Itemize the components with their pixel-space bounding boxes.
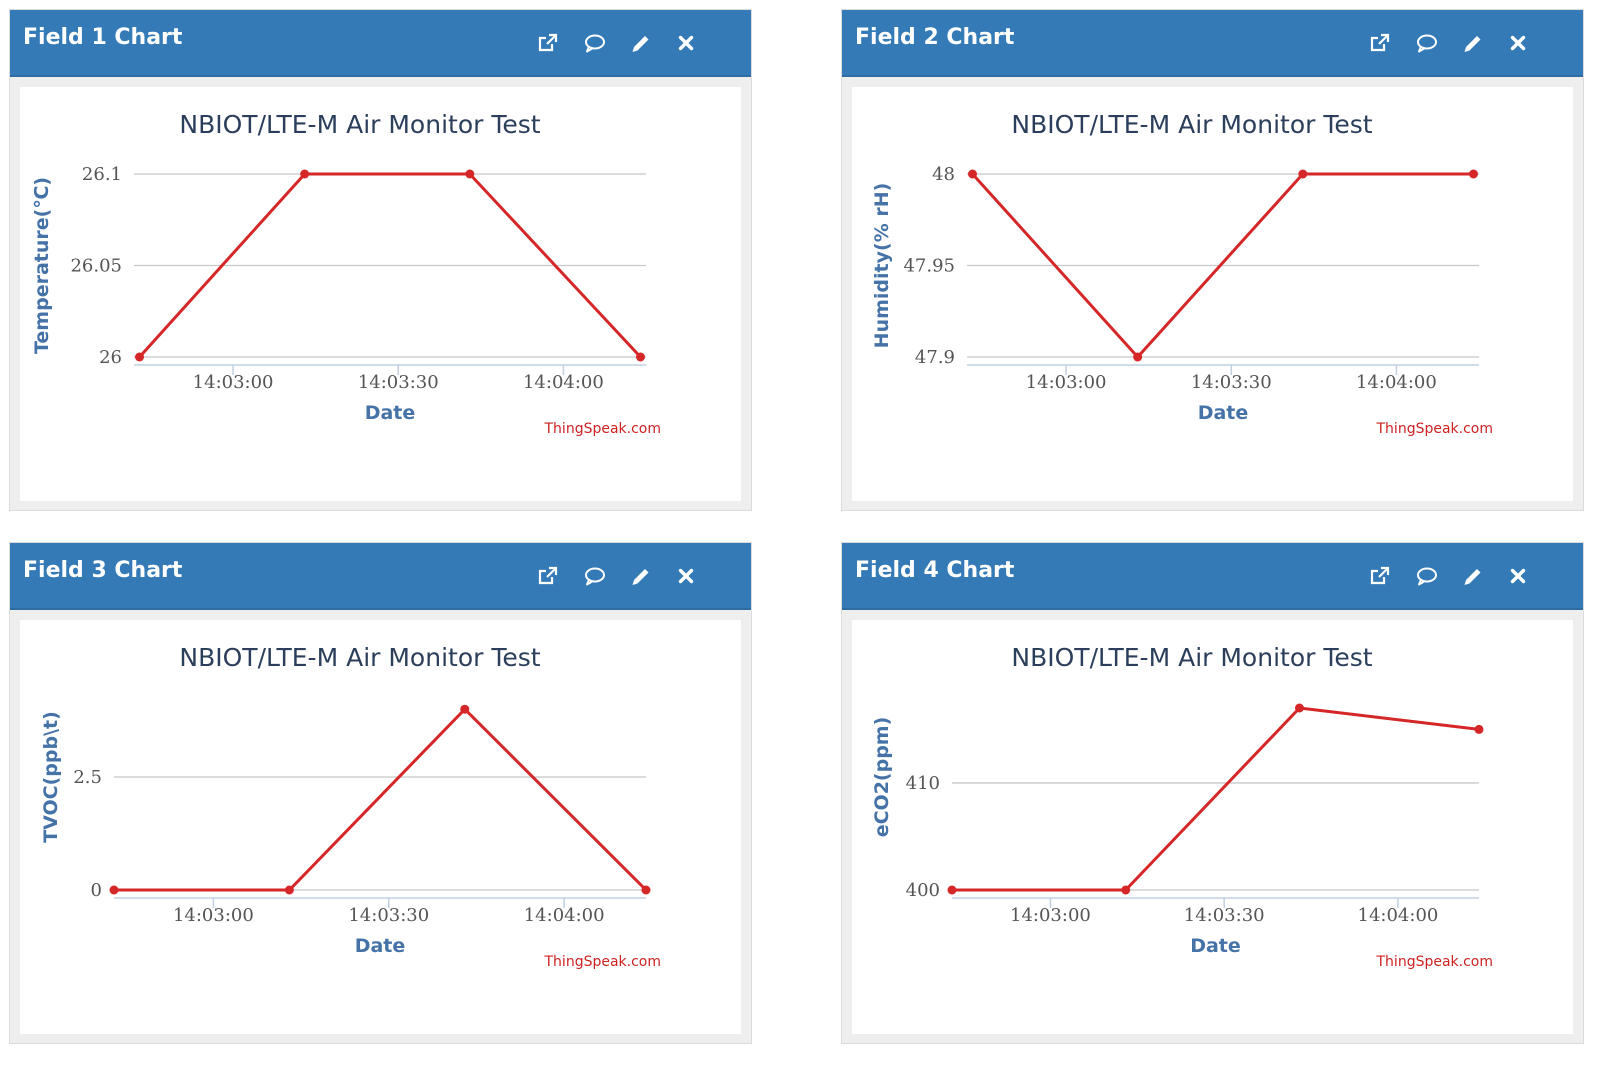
close-icon[interactable]: [673, 30, 699, 56]
pencil-icon[interactable]: [628, 563, 654, 589]
chart-panel: Field 1 Chart NBIOT/LTE-M Air Monitor Tes…: [9, 9, 752, 511]
y-tick-label: 47.9: [915, 347, 955, 368]
line-chart: NBIOT/LTE-M Air Monitor Test 47.9 47.95 48 1…: [871, 110, 1494, 437]
data-point[interactable]: [1474, 724, 1484, 734]
x-tick-label: 14:04:00: [523, 372, 604, 393]
panel-title: Field 2 Chart: [855, 25, 1015, 50]
data-point[interactable]: [135, 352, 145, 362]
x-tick-label: 14:03:00: [173, 905, 254, 926]
x-tick-label: 14:03:30: [348, 905, 429, 926]
x-axis-label: Date: [355, 935, 406, 957]
chart-container: NBIOT/LTE-M Air Monitor Test 26 26.05 26.1 1…: [20, 87, 741, 501]
external-link-icon[interactable]: [1367, 30, 1393, 56]
credits-link[interactable]: ThingSpeak.com: [1376, 421, 1494, 437]
line-chart: NBIOT/LTE-M Air Monitor Test 400 410 14:03:…: [871, 643, 1494, 970]
chart-title: NBIOT/LTE-M Air Monitor Test: [179, 110, 540, 139]
panel-title: Field 4 Chart: [855, 558, 1015, 583]
y-tick-label: 47.95: [903, 256, 955, 277]
comment-icon[interactable]: [1414, 563, 1440, 589]
comment-icon[interactable]: [1414, 30, 1440, 56]
x-axis-label: Date: [1190, 935, 1241, 957]
chart-panel: Field 3 Chart NBIOT/LTE-M Air Monitor Tes…: [9, 542, 752, 1044]
x-axis-label: Date: [365, 402, 416, 424]
close-icon[interactable]: [1505, 563, 1531, 589]
x-tick-label: 14:03:00: [193, 372, 274, 393]
chart-title: NBIOT/LTE-M Air Monitor Test: [179, 643, 540, 672]
data-point[interactable]: [1468, 169, 1478, 179]
credits-link[interactable]: ThingSpeak.com: [1376, 954, 1494, 970]
y-tick-label: 48: [932, 164, 955, 185]
panel-title: Field 1 Chart: [23, 25, 183, 50]
y-tick-label: 0: [91, 880, 102, 901]
panel-header: Field 1 Chart: [10, 10, 751, 77]
series-line: [114, 707, 648, 892]
data-point[interactable]: [300, 169, 310, 179]
data-point[interactable]: [1133, 352, 1143, 362]
y-tick-label: 26: [99, 347, 122, 368]
y-tick-label: 400: [906, 880, 940, 901]
close-icon[interactable]: [1505, 30, 1531, 56]
x-tick-label: 14:03:00: [1010, 905, 1091, 926]
comment-icon[interactable]: [582, 563, 608, 589]
external-link-icon[interactable]: [1367, 563, 1393, 589]
y-tick-label: 2.5: [73, 767, 102, 788]
chart-container: NBIOT/LTE-M Air Monitor Test 400 410 14:03:…: [852, 620, 1573, 1034]
y-tick-label: 410: [906, 773, 940, 794]
chart-panel: Field 4 Chart NBIOT/LTE-M Air Monitor Tes…: [841, 542, 1584, 1044]
chart-panel: Field 2 Chart NBIOT/LTE-M Air Monitor Tes…: [841, 9, 1584, 511]
data-point[interactable]: [968, 169, 978, 179]
series-line: [952, 706, 1480, 892]
y-axis-label: TVOC(ppb\t): [40, 711, 62, 843]
x-tick-label: 14:04:00: [524, 905, 605, 926]
pencil-icon[interactable]: [1460, 30, 1486, 56]
y-tick-label: 26.05: [70, 256, 122, 277]
line-chart: NBIOT/LTE-M Air Monitor Test 0 2.5 14:03:00…: [40, 643, 662, 970]
chart-title: NBIOT/LTE-M Air Monitor Test: [1011, 643, 1372, 672]
data-point[interactable]: [109, 885, 119, 895]
data-point[interactable]: [1294, 703, 1304, 713]
data-point[interactable]: [947, 885, 957, 895]
close-icon[interactable]: [673, 563, 699, 589]
data-point[interactable]: [1298, 169, 1308, 179]
series-line: [138, 172, 642, 359]
panel-header: Field 3 Chart: [10, 543, 751, 610]
chart-container: NBIOT/LTE-M Air Monitor Test 47.9 47.95 48 1…: [852, 87, 1573, 501]
data-point[interactable]: [284, 885, 294, 895]
comment-icon[interactable]: [582, 30, 608, 56]
data-point[interactable]: [1121, 885, 1131, 895]
x-tick-label: 14:03:30: [358, 372, 439, 393]
credits-link[interactable]: ThingSpeak.com: [544, 421, 662, 437]
x-tick-label: 14:03:00: [1026, 372, 1107, 393]
data-point[interactable]: [635, 352, 645, 362]
external-link-icon[interactable]: [535, 563, 561, 589]
chart-container: NBIOT/LTE-M Air Monitor Test 0 2.5 14:03:00…: [20, 620, 741, 1034]
data-point[interactable]: [460, 704, 470, 714]
x-tick-label: 14:03:30: [1191, 372, 1272, 393]
x-axis-label: Date: [1198, 402, 1249, 424]
pencil-icon[interactable]: [1460, 563, 1486, 589]
panel-title: Field 3 Chart: [23, 558, 183, 583]
line-chart: NBIOT/LTE-M Air Monitor Test 26 26.05 26.1 1…: [31, 110, 662, 437]
y-axis-label: Humidity(% rH): [871, 183, 893, 349]
pencil-icon[interactable]: [628, 30, 654, 56]
credits-link[interactable]: ThingSpeak.com: [544, 954, 662, 970]
panel-header: Field 2 Chart: [842, 10, 1583, 77]
x-tick-label: 14:04:00: [1356, 372, 1437, 393]
external-link-icon[interactable]: [535, 30, 561, 56]
y-axis-label: eCO2(ppm): [871, 717, 893, 838]
chart-title: NBIOT/LTE-M Air Monitor Test: [1011, 110, 1372, 139]
series-line: [971, 172, 1474, 359]
data-point[interactable]: [641, 885, 651, 895]
y-tick-label: 26.1: [82, 164, 122, 185]
y-axis-label: Temperature(℃): [31, 177, 53, 354]
x-tick-label: 14:04:00: [1358, 905, 1439, 926]
x-tick-label: 14:03:30: [1184, 905, 1265, 926]
data-point[interactable]: [465, 169, 475, 179]
panel-header: Field 4 Chart: [842, 543, 1583, 610]
